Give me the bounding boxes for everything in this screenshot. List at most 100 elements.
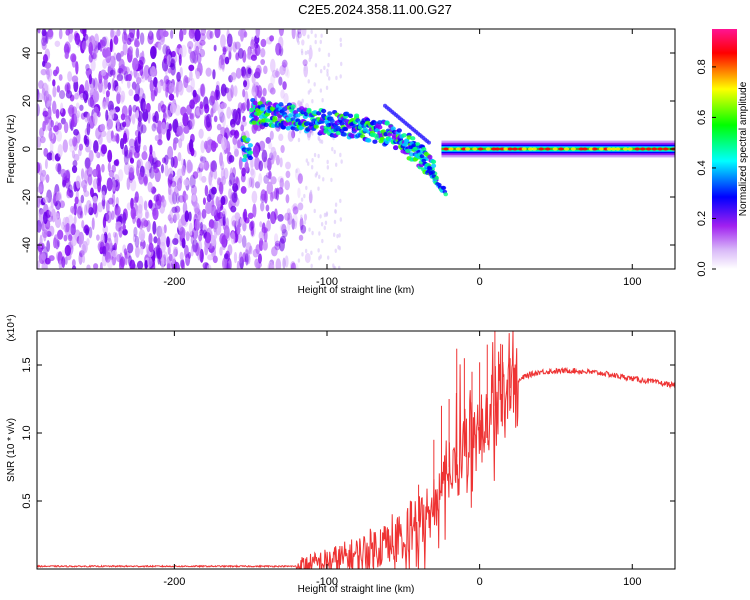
heatmap-cell (250, 54, 258, 61)
heatmap-cell (634, 147, 640, 151)
heatmap-cell (38, 92, 43, 102)
heatmap-cell (334, 208, 337, 214)
heatmap-cell (284, 255, 289, 268)
heatmap-cell (132, 233, 137, 243)
page-title: C2E5.2024.358.11.00.G27 (298, 2, 452, 17)
heatmap-cell (253, 116, 260, 121)
heatmap-cell (240, 124, 245, 132)
colorbar-label: Normalized spectral amplitude (738, 81, 749, 216)
heatmap-cell (100, 130, 107, 138)
heatmap-cell (372, 139, 378, 144)
heatmap-cell (154, 160, 161, 168)
heatmap-cell (326, 165, 330, 170)
heatmap-cell (188, 46, 192, 55)
heatmap-cell (193, 202, 200, 214)
heatmap-cell (273, 233, 279, 244)
heatmap-cell (86, 112, 91, 125)
heatmap-cell (51, 152, 55, 162)
heatmap-cell (148, 233, 153, 245)
heatmap-cell (195, 71, 201, 80)
heatmap-cell (282, 81, 287, 90)
heatmap-cell (64, 82, 71, 93)
heatmap-cell (303, 63, 309, 78)
heatmap-cell (190, 234, 195, 245)
heatmap-cell (158, 128, 162, 143)
heatmap-cell (212, 255, 218, 264)
heatmap-cell (116, 118, 120, 129)
heatmap-cell (135, 47, 140, 59)
heatmap-cell (69, 205, 75, 214)
heatmap-cell (285, 194, 290, 204)
heatmap-cell (118, 258, 125, 269)
heatmap-cell (79, 29, 87, 35)
heatmap-cell (270, 191, 277, 199)
heatmap-cell (147, 181, 153, 193)
heatmap-cell (198, 128, 204, 139)
heatmap-cell (254, 181, 261, 189)
heatmap-cell (78, 143, 84, 151)
heatmap-cell (105, 109, 109, 122)
heatmap-cell (147, 32, 154, 45)
heatmap-cell (199, 101, 204, 110)
heatmap-cell (279, 235, 287, 244)
heatmap-cell (320, 33, 323, 38)
heatmap-cell (100, 144, 108, 155)
heatmap-cell (58, 90, 66, 100)
heatmap-cell (297, 173, 303, 184)
heatmap-cell (128, 170, 134, 179)
heatmap-cell (113, 35, 119, 45)
heatmap-cell (210, 90, 216, 104)
heatmap-cell (37, 195, 41, 208)
heatmap-cell (235, 176, 239, 185)
heatmap-cell (377, 125, 383, 130)
heatmap-cell (71, 150, 76, 159)
heatmap-cell (179, 251, 184, 261)
heatmap-cell (301, 29, 307, 37)
heatmap-cell (115, 52, 122, 62)
heatmap-cell (99, 39, 106, 49)
heatmap-cell (100, 69, 107, 77)
heatmap-cell (115, 158, 120, 167)
heatmap-cell (128, 46, 134, 56)
heatmap-cell (127, 32, 135, 43)
heatmap-cell (71, 165, 78, 174)
heatmap-cell (174, 47, 180, 54)
heatmap-cell (366, 138, 372, 143)
heatmap-cell (314, 33, 317, 38)
heatmap-cell (339, 37, 342, 43)
heatmap-cell (213, 44, 217, 52)
heatmap-cell (73, 128, 80, 136)
heatmap-cell (105, 199, 110, 214)
heatmap-cell (233, 130, 240, 139)
heatmap-cell (324, 220, 328, 225)
heatmap-cell (176, 177, 182, 192)
heatmap-cell (260, 201, 265, 212)
heatmap-cell (81, 243, 87, 253)
heatmap-cell (441, 185, 447, 190)
heatmap-cell (199, 161, 204, 169)
heatmap-cell (295, 168, 298, 174)
heatmap-cell (503, 147, 509, 151)
heatmap-cell (220, 195, 226, 206)
heatmap-cell (318, 47, 321, 52)
heatmap-cell (578, 147, 584, 151)
heatmap-cell (263, 65, 268, 75)
heatmap-cell (100, 233, 106, 246)
heatmap-cell (329, 118, 335, 124)
heatmap-cell (303, 66, 307, 72)
heatmap-cell (102, 101, 107, 110)
heatmap-cell (221, 136, 228, 151)
heatmap-cell (415, 142, 421, 147)
heatmap-cell (260, 189, 267, 201)
heatmap-cell (72, 136, 78, 147)
heatmap-cell (210, 160, 217, 173)
heatmap-cell (339, 121, 345, 126)
heatmap-cell (136, 218, 141, 229)
heatmap-cell (59, 107, 66, 117)
heatmap-cell (278, 76, 283, 86)
heatmap-cell (521, 147, 527, 151)
heatmap-cell (287, 130, 294, 142)
bottom-ytick-label: 0.5 (21, 493, 33, 508)
colorbar-tick-label: 0.2 (696, 211, 708, 226)
heatmap-cell (127, 242, 134, 254)
